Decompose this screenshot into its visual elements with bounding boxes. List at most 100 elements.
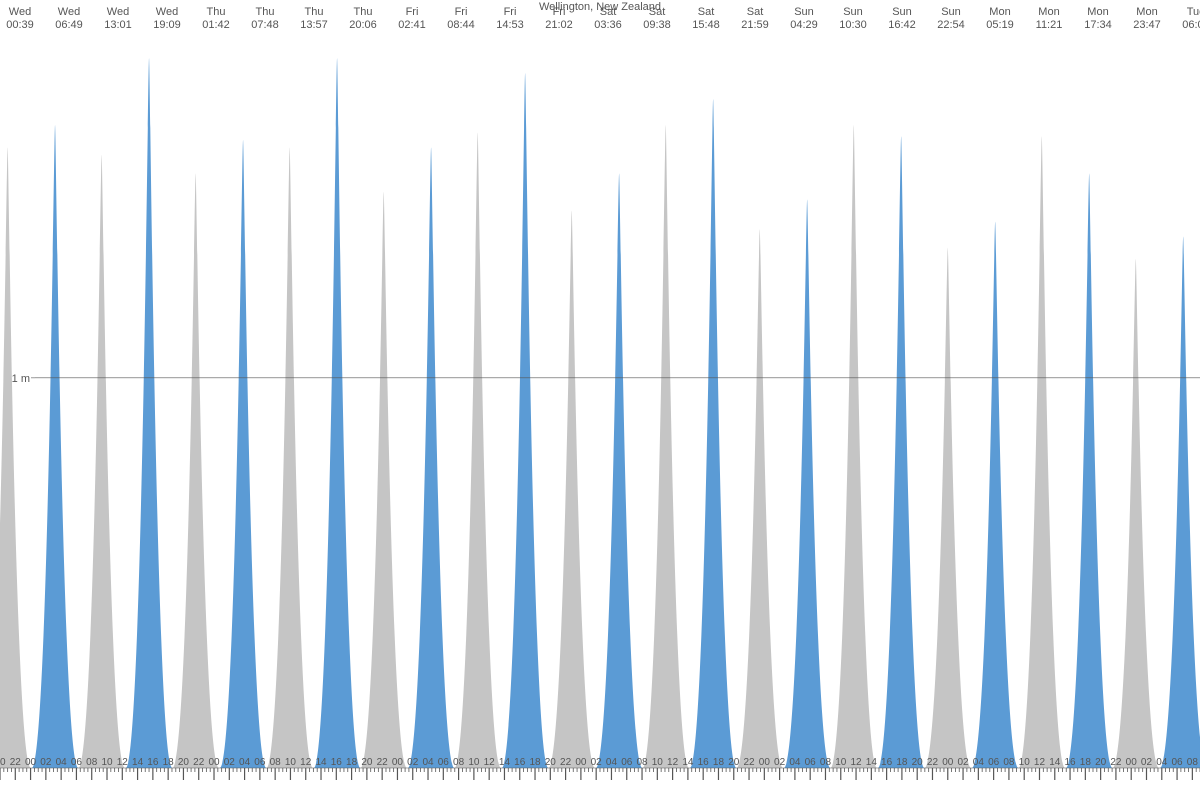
top-label-time: 00:39 <box>6 19 34 31</box>
top-label-day: Thu <box>207 6 226 18</box>
bottom-hour-label: 14 <box>1049 757 1061 768</box>
bottom-hour-label: 02 <box>774 757 786 768</box>
top-label-day: Fri <box>455 6 468 18</box>
bottom-hour-label: 18 <box>163 757 175 768</box>
top-label-day: Sat <box>698 6 715 18</box>
y-axis-label: 1 m <box>12 373 30 385</box>
bottom-hour-label: 12 <box>850 757 862 768</box>
bottom-hour-label: 06 <box>805 757 817 768</box>
bottom-hour-label: 22 <box>927 757 939 768</box>
top-label-day: Sun <box>843 6 863 18</box>
bottom-hour-label: 18 <box>529 757 541 768</box>
bottom-hour-label: 20 <box>728 757 740 768</box>
bottom-hour-label: 16 <box>881 757 893 768</box>
bottom-hour-label: 12 <box>300 757 312 768</box>
bottom-hour-label: 06 <box>71 757 83 768</box>
top-label-time: 02:41 <box>398 19 426 31</box>
bottom-hour-label: 04 <box>606 757 618 768</box>
bottom-hour-label: 08 <box>453 757 465 768</box>
top-label-day: Wed <box>9 6 31 18</box>
top-label-day: Sun <box>892 6 912 18</box>
top-label-time: 21:59 <box>741 19 769 31</box>
top-label-day: Thu <box>354 6 373 18</box>
bottom-hour-label: 14 <box>866 757 878 768</box>
bottom-hour-label: 12 <box>117 757 129 768</box>
bottom-hour-label: 04 <box>973 757 985 768</box>
bottom-hour-label: 20 <box>912 757 924 768</box>
bottom-hour-label: 06 <box>988 757 1000 768</box>
top-label-time: 05:19 <box>986 19 1014 31</box>
bottom-hour-label: 20 <box>0 757 6 768</box>
bottom-hour-label: 12 <box>1034 757 1046 768</box>
bottom-hour-label: 10 <box>468 757 480 768</box>
bottom-hour-label: 18 <box>713 757 725 768</box>
top-label-time: 13:57 <box>300 19 328 31</box>
bottom-hour-label: 00 <box>392 757 404 768</box>
bottom-hour-label: 16 <box>514 757 526 768</box>
top-label-day: Thu <box>256 6 275 18</box>
bottom-hour-label: 22 <box>10 757 22 768</box>
bottom-hour-label: 10 <box>101 757 113 768</box>
bottom-hour-label: 22 <box>1110 757 1122 768</box>
top-label-day: Mon <box>989 6 1010 18</box>
top-label-day: Sat <box>600 6 617 18</box>
bottom-hour-label: 10 <box>835 757 847 768</box>
bottom-hour-label: 00 <box>759 757 771 768</box>
top-label-time: 10:30 <box>839 19 867 31</box>
top-label-day: Sat <box>747 6 764 18</box>
top-label-day: Wed <box>156 6 178 18</box>
bottom-hour-label: 00 <box>942 757 954 768</box>
bottom-hour-label: 14 <box>315 757 327 768</box>
top-label-day: Tue <box>1187 6 1200 18</box>
bottom-hour-label: 02 <box>407 757 419 768</box>
bottom-hour-label: 22 <box>193 757 205 768</box>
bottom-hour-label: 12 <box>667 757 679 768</box>
bottom-hour-label: 22 <box>560 757 572 768</box>
bottom-hour-label: 06 <box>1172 757 1184 768</box>
bottom-hour-label: 10 <box>652 757 664 768</box>
bottom-hour-label: 20 <box>545 757 557 768</box>
bottom-hour-label: 04 <box>789 757 801 768</box>
bottom-hour-label: 02 <box>957 757 969 768</box>
top-label-day: Sat <box>649 6 666 18</box>
top-label-time: 19:09 <box>153 19 181 31</box>
bottom-hour-label: 16 <box>147 757 159 768</box>
top-label-time: 20:06 <box>349 19 377 31</box>
bottom-hour-label: 00 <box>25 757 37 768</box>
bottom-hour-label: 00 <box>208 757 220 768</box>
bottom-hour-label: 20 <box>1095 757 1107 768</box>
top-label-time: 14:53 <box>496 19 524 31</box>
bottom-hour-label: 04 <box>422 757 434 768</box>
top-label-time: 21:02 <box>545 19 573 31</box>
bottom-hour-label: 06 <box>621 757 633 768</box>
bottom-hour-label: 08 <box>1187 757 1199 768</box>
top-label-day: Fri <box>504 6 517 18</box>
bottom-hour-label: 10 <box>1019 757 1031 768</box>
top-label-time: 23:47 <box>1133 19 1161 31</box>
bottom-hour-label: 08 <box>1003 757 1015 768</box>
top-label-time: 03:36 <box>594 19 622 31</box>
top-label-time: 01:42 <box>202 19 230 31</box>
top-label-day: Thu <box>305 6 324 18</box>
top-label-time: 04:29 <box>790 19 818 31</box>
top-label-day: Sun <box>941 6 961 18</box>
top-label-day: Fri <box>553 6 566 18</box>
top-label-day: Mon <box>1038 6 1059 18</box>
top-label-day: Sun <box>794 6 814 18</box>
bottom-hour-label: 00 <box>575 757 587 768</box>
top-label-time: 06:02 <box>1182 19 1200 31</box>
bottom-hour-label: 04 <box>56 757 68 768</box>
bottom-hour-label: 16 <box>331 757 343 768</box>
top-label-time: 11:21 <box>1036 19 1063 31</box>
bottom-hour-label: 22 <box>743 757 755 768</box>
top-label-time: 06:49 <box>55 19 83 31</box>
top-label-time: 13:01 <box>104 19 132 31</box>
top-label-time: 16:42 <box>888 19 916 31</box>
bottom-hour-label: 04 <box>1156 757 1168 768</box>
bottom-hour-label: 08 <box>636 757 648 768</box>
top-label-time: 15:48 <box>692 19 720 31</box>
bottom-hour-label: 20 <box>361 757 373 768</box>
bottom-hour-label: 18 <box>346 757 358 768</box>
top-label-time: 08:44 <box>447 19 475 31</box>
bottom-hour-label: 08 <box>820 757 832 768</box>
